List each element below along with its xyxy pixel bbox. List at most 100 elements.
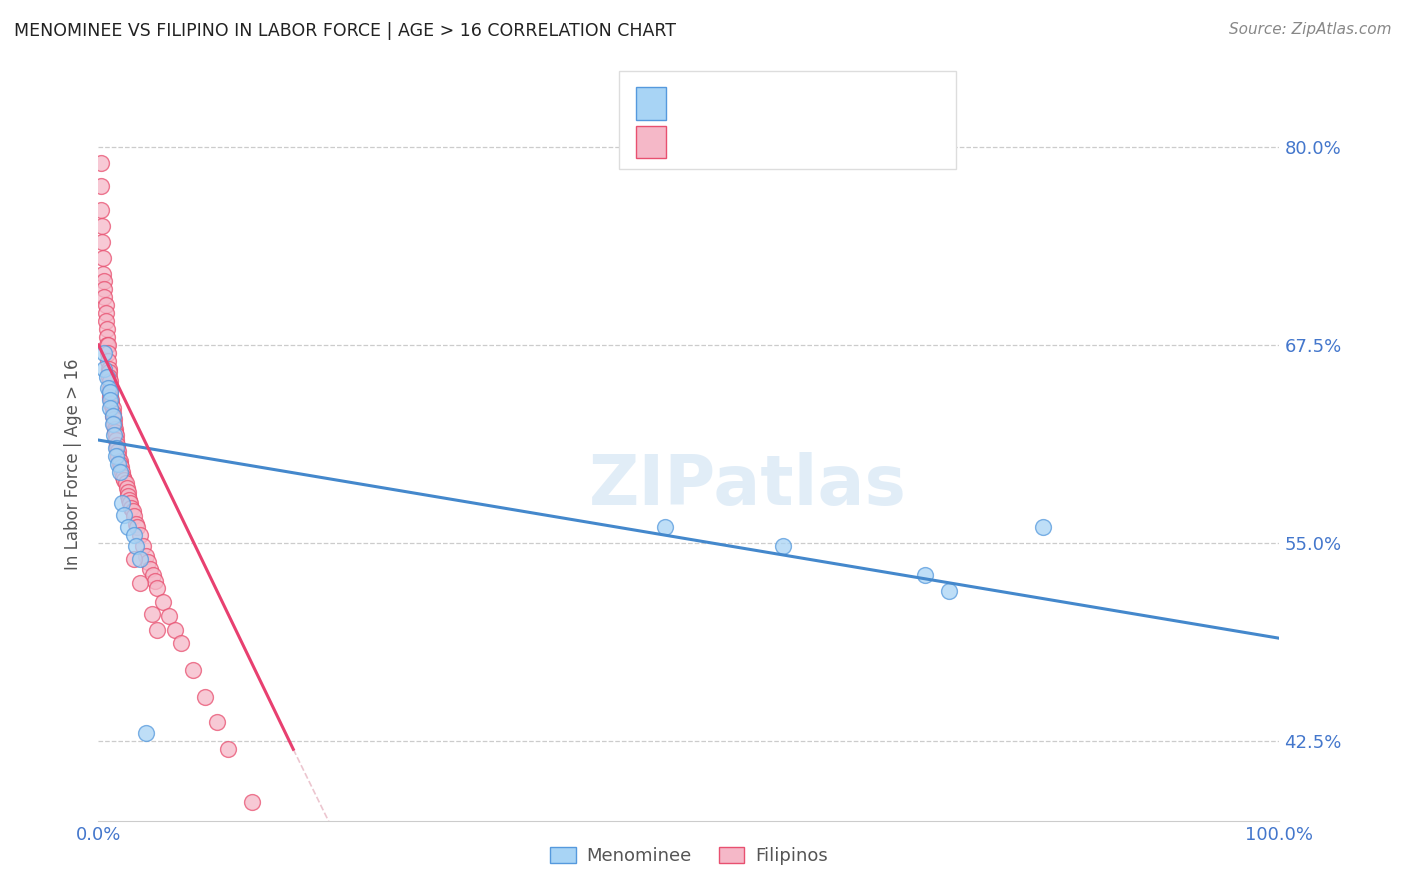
Point <box>98 381 121 395</box>
Point <box>105 441 128 455</box>
Point <box>100 393 122 408</box>
Y-axis label: In Labor Force | Age > 16: In Labor Force | Age > 16 <box>65 358 83 570</box>
Point <box>91 219 114 233</box>
Point <box>111 496 134 510</box>
Point <box>94 298 117 312</box>
Point <box>108 453 131 467</box>
Point <box>152 595 174 609</box>
Point <box>105 441 128 455</box>
Text: R =: R = <box>678 100 714 118</box>
Point <box>101 409 124 424</box>
Point <box>104 422 127 436</box>
Point <box>98 390 121 404</box>
Text: N =: N = <box>779 138 827 156</box>
Point <box>146 581 169 595</box>
Point <box>240 795 263 809</box>
Point <box>98 365 121 379</box>
Point <box>143 574 166 589</box>
Point <box>122 552 145 566</box>
Point <box>125 539 148 553</box>
Point <box>98 375 121 389</box>
Point <box>128 552 150 566</box>
Legend: Menominee, Filipinos: Menominee, Filipinos <box>543 839 835 872</box>
Point <box>112 508 135 522</box>
Point <box>110 460 132 475</box>
Point <box>101 409 124 424</box>
Point <box>181 663 204 677</box>
Point <box>93 361 115 376</box>
Point <box>101 401 124 416</box>
Point <box>1032 520 1054 534</box>
Point <box>90 203 112 218</box>
Point <box>217 742 239 756</box>
Point <box>96 338 118 352</box>
Point <box>135 549 157 563</box>
Point <box>107 457 129 471</box>
Point <box>938 583 960 598</box>
Point <box>117 520 139 534</box>
Point <box>91 251 114 265</box>
Point <box>120 496 142 510</box>
Point <box>111 465 134 479</box>
Point <box>117 485 139 500</box>
Point <box>98 361 121 376</box>
Point <box>94 306 117 320</box>
Point <box>103 428 125 442</box>
Point <box>93 290 115 304</box>
Point <box>121 501 143 516</box>
Point <box>96 330 118 344</box>
Point <box>98 393 121 408</box>
Point <box>105 449 128 463</box>
Text: R =: R = <box>678 138 714 156</box>
Point <box>205 715 228 730</box>
Point <box>97 346 120 360</box>
Point <box>105 428 128 442</box>
Point <box>97 381 120 395</box>
Point <box>105 438 128 452</box>
Point <box>93 282 115 296</box>
Point <box>146 624 169 638</box>
Text: -0.535: -0.535 <box>717 138 776 156</box>
Point <box>103 417 125 432</box>
Point <box>105 433 128 447</box>
Point <box>128 528 150 542</box>
Point <box>165 624 187 638</box>
Point <box>101 417 124 432</box>
Point <box>914 567 936 582</box>
Point <box>107 449 129 463</box>
Point <box>93 346 115 360</box>
Point <box>122 509 145 524</box>
Point <box>142 567 165 582</box>
Point <box>264 846 287 860</box>
Point <box>100 396 122 410</box>
Point <box>122 528 145 542</box>
Point <box>97 338 120 352</box>
Text: N =: N = <box>779 100 827 118</box>
Text: 26: 26 <box>825 100 848 118</box>
Point <box>107 444 129 458</box>
Point <box>98 385 121 400</box>
Point <box>112 469 135 483</box>
Point <box>125 517 148 532</box>
Point <box>97 353 120 368</box>
Point <box>96 322 118 336</box>
Point <box>112 473 135 487</box>
Point <box>94 314 117 328</box>
Point <box>96 369 118 384</box>
Point <box>108 465 131 479</box>
Point <box>170 636 193 650</box>
Text: ZIPatlas: ZIPatlas <box>589 451 907 519</box>
Text: Source: ZipAtlas.com: Source: ZipAtlas.com <box>1229 22 1392 37</box>
Point <box>114 475 136 490</box>
Point <box>121 504 143 518</box>
Point <box>101 406 124 420</box>
Text: MENOMINEE VS FILIPINO IN LABOR FORCE | AGE > 16 CORRELATION CHART: MENOMINEE VS FILIPINO IN LABOR FORCE | A… <box>14 22 676 40</box>
Point <box>103 412 125 426</box>
Text: -0.504: -0.504 <box>717 100 776 118</box>
Point <box>90 155 112 169</box>
Point <box>127 520 149 534</box>
Text: 80: 80 <box>825 138 848 156</box>
Point <box>118 493 141 508</box>
Point <box>98 369 121 384</box>
Point <box>136 555 159 569</box>
